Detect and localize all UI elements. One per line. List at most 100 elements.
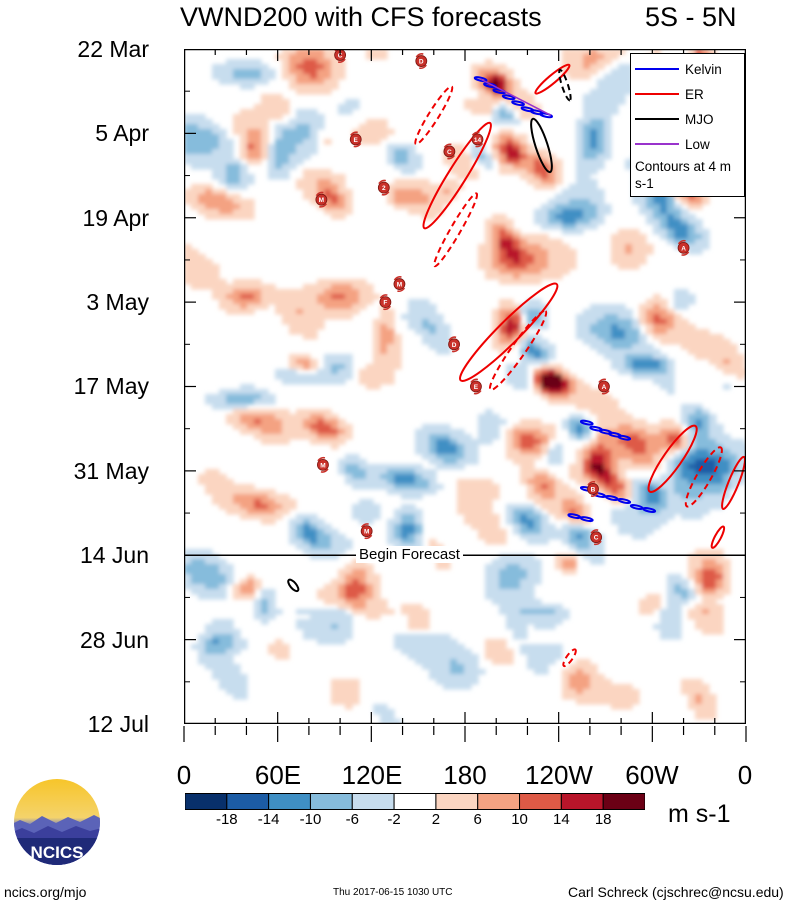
storm-marker: M [315,191,328,208]
storm-marker-label: F [383,300,387,307]
mjo-contour [530,117,553,174]
er-contour [414,85,454,146]
units-label: m s-1 [668,800,731,828]
mjo-contour [287,578,300,593]
chart-title: VWND200 with CFS forecasts [180,2,542,32]
y-tick-label: 19 Apr [82,205,150,231]
colorbar-swatch [268,793,311,810]
legend-item-mjo: MJO [635,110,714,128]
logo-text: NCICS [31,843,84,862]
storm-marker: C [443,143,456,160]
storm-marker: E [349,131,362,148]
storm-marker-label: M [364,529,369,536]
storm-marker-label: A [602,384,607,391]
storm-marker: B [587,480,599,497]
storm-marker: M [317,456,329,473]
plot-area-svg: C D E C 14 M 2 A M F D E A M B M C [184,49,746,724]
y-tick-label: 12 Jul [87,711,149,737]
legend-item-kelvin: Kelvin [635,60,722,78]
colorbar-label: 6 [473,811,482,828]
legend-swatch [635,118,679,120]
kelvin-contour [511,100,525,107]
storm-marker: C [590,529,603,546]
storm-marker: M [393,276,406,293]
legend-label: MJO [685,111,714,127]
legend: Kelvin ER MJO Low Contours at 4 m s-1 [630,53,745,197]
footer-url: ncics.org/mjo [4,884,87,900]
ncics-logo: NCICS [14,779,100,865]
y-tick-label: 31 May [73,458,149,484]
kelvin-contour [617,498,632,504]
x-tick-label: 0 [176,760,192,790]
storm-marker-label: C [447,149,452,156]
x-tick-label: 120W [525,760,593,790]
er-contour [684,446,723,508]
y-tick-label: 3 May [86,289,149,315]
legend-label: ER [685,86,704,102]
footer-timestamp: Thu 2017-06-15 1030 UTC [333,887,453,898]
colorbar-swatch [309,793,353,810]
storm-marker-label: A [681,245,686,252]
storm-marker: F [379,294,392,311]
colorbar-label: 18 [594,811,612,828]
plot-axes [184,49,746,724]
storm-marker: A [598,378,610,395]
colorbar-label: -2 [387,811,401,828]
footer-author: Carl Schreck (cjschrec@ncsu.edu) [568,884,784,900]
colorbar-label: 2 [431,811,441,828]
storm-marker-label: D [452,342,457,349]
storm-marker-label: M [319,197,324,204]
er-contour [721,455,746,510]
x-tick-label: 180 [443,760,487,790]
storm-marker: D [415,53,428,70]
y-tick-label: 5 Apr [95,120,149,146]
storm-marker-label: M [320,462,325,469]
storm-marker-label: E [474,384,479,391]
er-contour [710,525,726,549]
colorbar-label: -10 [299,811,322,828]
storm-marker-label: 14 [474,137,482,144]
storm-marker: D [448,336,460,353]
legend-label: Kelvin [685,61,722,77]
legend-contour-note: Contours at 4 m s-1 [635,159,732,191]
storm-marker-label: 2 [382,185,386,192]
hovmoller-plot: C D E C 14 M 2 A M F D E A M B M C [184,49,746,724]
legend-item-er: ER [635,85,704,103]
storm-markers: C D E C 14 M 2 A M F D E A M B M C [315,49,690,546]
colorbar-swatch [435,793,479,810]
colorbar-swatch [477,793,521,810]
legend-swatch [635,143,679,145]
x-tick-label: 60E [254,760,302,790]
colorbar-swatch [185,793,228,810]
colorbar-label: 14 [553,811,570,828]
low-contour [480,78,552,116]
x-tick-label: 60W [625,760,679,790]
begin-forecast-label: Begin Forecast [356,546,463,563]
colorbar-swatch [519,793,562,810]
kelvin-contour [501,94,516,101]
legend-swatch [635,93,679,95]
storm-marker: M [360,523,373,540]
y-tick-label: 22 Mar [77,36,149,62]
kelvin-contour [579,419,594,426]
mjo-contour [558,68,572,102]
colorbar [185,793,645,810]
colorbar-label: -6 [345,811,359,828]
colorbar-label: 10 [511,811,528,828]
kelvin-contour [579,516,594,523]
storm-marker-label: M [397,282,402,289]
x-tick-label: 120E [341,760,403,790]
storm-marker-label: E [354,137,359,144]
colorbar-swatch [351,793,395,810]
y-tick-label: 17 May [73,373,149,399]
kelvin-contour [617,434,632,441]
colorbar-swatch [393,793,437,810]
storm-marker-label: D [419,59,424,66]
storm-marker: 14 [471,131,484,148]
colorbar-label: -14 [257,811,280,828]
colorbar-label: -18 [215,811,238,828]
er-contour [562,648,577,668]
legend-item-low: Low [635,135,710,153]
colorbar-swatch [602,793,645,810]
region-label: 5S - 5N [645,2,737,32]
